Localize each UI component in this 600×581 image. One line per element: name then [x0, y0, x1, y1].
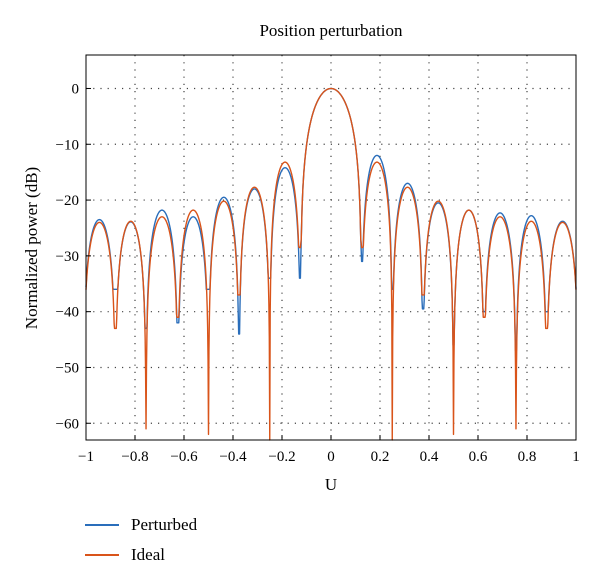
- x-tick-label: 0.4: [420, 449, 439, 465]
- y-axis-title: Normalized power (dB): [22, 167, 41, 329]
- x-tick-label: 0.6: [469, 449, 488, 465]
- x-tick-label: 0.8: [518, 449, 537, 465]
- legend-item-perturbed: Perturbed: [85, 510, 197, 540]
- x-tick-label: −0.8: [121, 449, 148, 465]
- x-tick-label: 0: [327, 449, 335, 465]
- x-tick-label: −0.6: [170, 449, 198, 465]
- grid-lines: [86, 55, 576, 440]
- x-tick-label: −1: [78, 449, 94, 465]
- legend: Perturbed Ideal: [85, 510, 197, 570]
- tick-labels: −1 −0.8 −0.6 −0.4 −0.2 0 0.2 0.4 0.6 0.8 1 0 −10 −20 −…: [56, 81, 580, 465]
- legend-line-perturbed: [85, 524, 119, 526]
- x-tick-label: 1: [572, 449, 580, 465]
- x-tick-label: −0.4: [219, 449, 247, 465]
- legend-label-ideal: Ideal: [131, 545, 165, 564]
- legend-line-ideal: [85, 554, 119, 556]
- y-tick-label: −40: [56, 305, 79, 321]
- x-tick-label: −0.2: [268, 449, 295, 465]
- x-axis-title: U: [325, 475, 337, 494]
- legend-item-ideal: Ideal: [85, 540, 197, 570]
- legend-label-perturbed: Perturbed: [131, 515, 198, 534]
- y-tick-label: −50: [56, 360, 79, 376]
- plot-lines: [85, 87, 577, 441]
- y-tick-label: −30: [56, 249, 79, 265]
- y-tick-label: −60: [56, 416, 79, 432]
- y-tick-label: −10: [56, 137, 79, 153]
- y-tick-label: −20: [56, 193, 79, 209]
- x-tick-label: 0.2: [371, 449, 390, 465]
- series-line-ideal: [85, 87, 577, 441]
- chart-title: Position perturbation: [259, 21, 403, 40]
- y-tick-label: 0: [72, 81, 80, 97]
